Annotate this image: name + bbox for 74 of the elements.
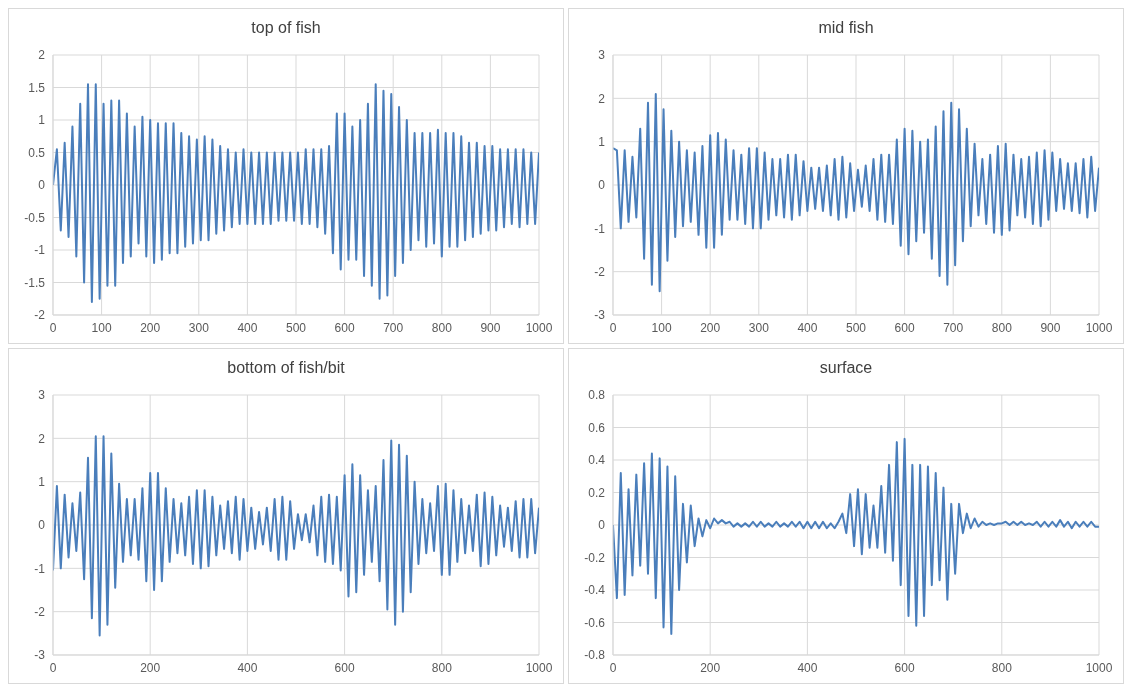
x-tick-label: 700: [383, 320, 404, 335]
y-tick-label: -3: [594, 308, 606, 323]
x-tick-label: 200: [140, 660, 161, 675]
y-tick-label: 0.2: [588, 485, 606, 500]
x-tick-label: 600: [334, 320, 355, 335]
line-series: [613, 93, 1099, 293]
x-tick-label: 700: [943, 320, 964, 335]
y-tick-label: -2: [34, 308, 46, 323]
chart-title: mid fish: [817, 18, 875, 38]
x-tick-label: 0: [609, 660, 617, 675]
x-tick-label: 200: [700, 660, 721, 675]
x-tick-label: 200: [140, 320, 161, 335]
x-tick-label: 800: [431, 320, 453, 335]
chart-title: bottom of fish/bit: [226, 358, 346, 378]
y-tick-label: 2: [38, 431, 46, 446]
line-series: [53, 83, 539, 303]
y-tick-label: 3: [598, 48, 606, 63]
y-tick-label: -2: [34, 604, 46, 619]
y-tick-label: 0.5: [28, 145, 46, 160]
x-tick-label: 500: [845, 320, 867, 335]
x-tick-label: 200: [700, 320, 721, 335]
x-tick-label: 900: [1040, 320, 1061, 335]
y-tick-label: 2: [38, 48, 46, 63]
line-series: [53, 435, 539, 637]
y-tick-label: 0.8: [588, 388, 606, 403]
y-tick-label: -2: [594, 264, 606, 279]
x-tick-label: 800: [431, 660, 453, 675]
y-tick-label: -3: [34, 648, 46, 663]
y-tick-label: -0.8: [584, 648, 606, 663]
line-series: [613, 437, 1099, 635]
x-tick-label: 0: [49, 660, 57, 675]
x-tick-label: 600: [334, 660, 355, 675]
y-tick-label: 0: [598, 518, 606, 533]
y-tick-label: 1: [38, 113, 46, 128]
chart-title: top of fish: [250, 18, 322, 38]
y-tick-label: 0: [38, 178, 46, 193]
x-tick-label: 900: [480, 320, 501, 335]
x-tick-label: 1000: [1085, 320, 1113, 335]
y-tick-label: -0.5: [24, 210, 46, 225]
x-tick-label: 400: [237, 320, 258, 335]
x-tick-label: 1000: [1085, 660, 1113, 675]
x-tick-label: 400: [797, 660, 818, 675]
x-tick-label: 1000: [525, 320, 553, 335]
y-tick-label: -1: [34, 243, 46, 258]
x-tick-label: 300: [748, 320, 770, 335]
y-tick-label: 3: [38, 388, 46, 403]
x-tick-label: 800: [991, 320, 1013, 335]
x-tick-label: 600: [894, 660, 915, 675]
x-tick-label: 0: [609, 320, 617, 335]
x-tick-label: 100: [651, 320, 672, 335]
y-tick-label: 0.6: [588, 420, 606, 435]
x-tick-label: 0: [49, 320, 57, 335]
x-tick-label: 400: [237, 660, 258, 675]
y-tick-label: -1.5: [24, 275, 46, 290]
y-tick-label: 0: [38, 518, 46, 533]
x-tick-label: 800: [991, 660, 1013, 675]
y-tick-label: 1: [598, 134, 606, 149]
y-tick-label: -1: [594, 221, 606, 236]
y-tick-label: 2: [598, 91, 606, 106]
x-tick-label: 600: [894, 320, 915, 335]
y-tick-label: -1: [34, 561, 46, 576]
x-tick-label: 300: [188, 320, 210, 335]
x-tick-label: 500: [285, 320, 307, 335]
y-tick-label: 0.4: [588, 453, 606, 468]
y-tick-label: -0.2: [584, 550, 606, 565]
chart-title: surface: [818, 358, 874, 378]
y-tick-label: -0.6: [584, 615, 606, 630]
y-tick-label: 1.5: [28, 80, 46, 95]
x-tick-label: 100: [91, 320, 112, 335]
y-tick-label: 1: [38, 474, 46, 489]
x-tick-label: 1000: [525, 660, 553, 675]
y-tick-label: -0.4: [584, 583, 606, 598]
x-tick-label: 400: [797, 320, 818, 335]
y-tick-label: 0: [598, 178, 606, 193]
